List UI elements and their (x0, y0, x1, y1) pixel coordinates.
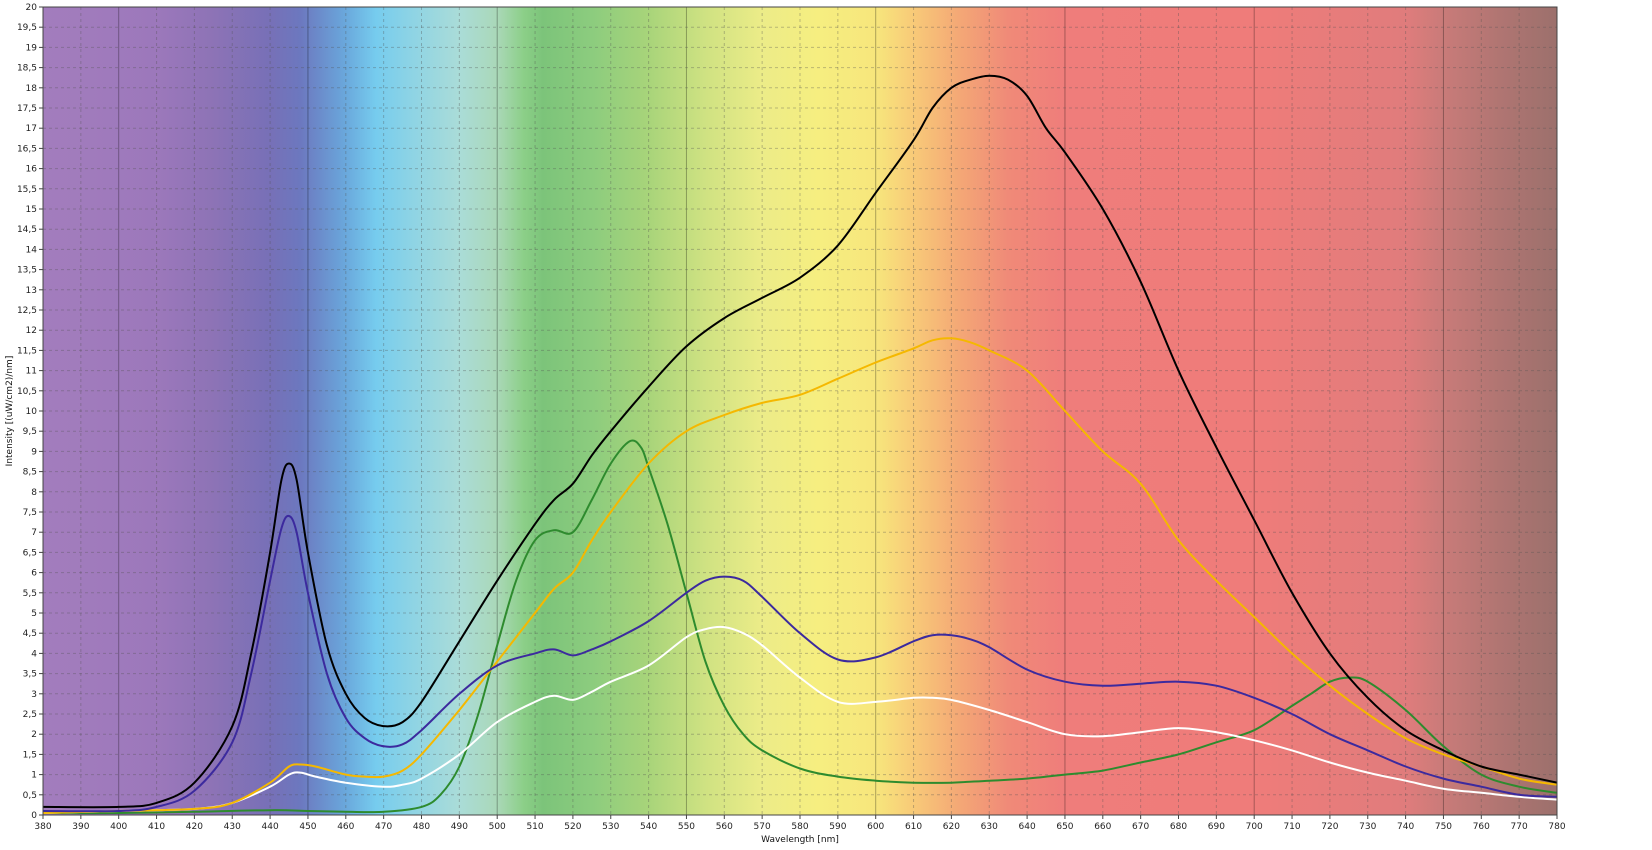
y-tick-label: 11,5 (17, 346, 37, 356)
x-tick-label: 420 (186, 822, 203, 832)
y-axis-title: Intensity [(uW/cm2)/nm] (5, 356, 15, 467)
y-tick-label: 2,5 (23, 710, 37, 720)
x-tick-label: 680 (1170, 822, 1187, 832)
y-tick-label: 0 (31, 811, 37, 821)
y-tick-label: 4 (31, 649, 37, 659)
x-tick-label: 770 (1511, 822, 1528, 832)
x-tick-label: 590 (829, 822, 846, 832)
y-tick-label: 9,5 (23, 427, 37, 437)
y-tick-label: 12 (26, 326, 37, 336)
x-tick-label: 430 (224, 822, 241, 832)
x-tick-label: 500 (489, 822, 506, 832)
x-tick-label: 660 (1094, 822, 1111, 832)
series-line-0 (43, 74, 1557, 809)
x-tick-label: 670 (1132, 822, 1149, 832)
x-tick-label: 700 (1246, 822, 1263, 832)
x-tick-label: 690 (1208, 822, 1225, 832)
y-tick-label: 16 (26, 165, 38, 175)
x-tick-label: 780 (1548, 822, 1565, 832)
y-tick-label: 7,5 (23, 508, 37, 518)
y-tick-label: 0,5 (23, 791, 37, 801)
y-tick-label: 15,5 (17, 185, 37, 195)
y-tick-label: 9 (31, 447, 37, 457)
series-line-4 (43, 439, 1557, 815)
spectrum-background (43, 7, 1557, 815)
y-tick-label: 3,5 (23, 670, 37, 680)
y-tick-label: 6,5 (23, 548, 37, 558)
x-tick-label: 400 (110, 822, 127, 832)
y-tick-label: 15 (26, 205, 37, 215)
x-tick-label: 750 (1435, 822, 1452, 832)
y-tick-label: 17 (26, 124, 37, 134)
y-tick-label: 2 (31, 730, 37, 740)
y-tick-label: 1,5 (23, 750, 37, 760)
y-tick-label: 14,5 (17, 225, 37, 235)
y-tick-label: 18 (26, 84, 38, 94)
y-tick-label: 5 (31, 609, 37, 619)
y-tick-label: 10,5 (17, 387, 37, 397)
x-tick-label: 390 (72, 822, 89, 832)
y-tick-label: 3 (31, 690, 37, 700)
y-tick-label: 12,5 (17, 306, 37, 316)
x-axis-title: Wavelength [nm] (761, 835, 839, 845)
x-tick-label: 440 (262, 822, 279, 832)
y-tick-label: 14 (26, 245, 38, 255)
x-tick-label: 460 (337, 822, 354, 832)
x-tick-label: 630 (981, 822, 998, 832)
y-tick-label: 8,5 (23, 468, 37, 478)
x-tick-label: 480 (413, 822, 430, 832)
y-tick-label: 7 (31, 528, 37, 538)
y-axis-ticks: 00,511,522,533,544,555,566,577,588,599,5… (17, 3, 43, 821)
series-group (43, 74, 1557, 815)
x-tick-label: 490 (451, 822, 468, 832)
x-tick-label: 530 (602, 822, 619, 832)
x-tick-label: 540 (640, 822, 657, 832)
series-line-2 (43, 337, 1557, 814)
y-tick-label: 17,5 (17, 104, 37, 114)
y-tick-label: 19,5 (17, 23, 37, 33)
grid (42, 6, 1558, 816)
series-line-1 (43, 514, 1557, 813)
y-tick-label: 5,5 (23, 589, 37, 599)
x-tick-label: 470 (375, 822, 392, 832)
y-tick-label: 20 (26, 3, 38, 13)
x-tick-label: 520 (564, 822, 581, 832)
x-tick-label: 410 (148, 822, 165, 832)
y-tick-label: 13 (26, 286, 37, 296)
x-tick-label: 730 (1359, 822, 1376, 832)
x-tick-label: 640 (1019, 822, 1036, 832)
series-line-3 (43, 625, 1557, 814)
x-tick-label: 710 (1283, 822, 1300, 832)
x-tick-label: 380 (34, 822, 51, 832)
x-tick-label: 620 (943, 822, 960, 832)
x-tick-label: 610 (905, 822, 922, 832)
x-tick-label: 450 (299, 822, 316, 832)
x-axis-ticks: 380 390 400 410 420 430 440 450 460 470 480 490 500 5… (34, 815, 1566, 832)
x-tick-label: 720 (1321, 822, 1338, 832)
y-tick-label: 1 (31, 771, 37, 781)
x-tick-label: 600 (867, 822, 884, 832)
y-tick-label: 10 (26, 407, 38, 417)
x-tick-label: 510 (526, 822, 543, 832)
x-tick-label: 650 (1056, 822, 1073, 832)
y-tick-label: 4,5 (23, 629, 37, 639)
x-tick-label: 570 (754, 822, 771, 832)
y-tick-label: 8 (31, 488, 37, 498)
x-tick-label: 740 (1397, 822, 1414, 832)
x-tick-label: 550 (678, 822, 695, 832)
y-tick-label: 18,5 (17, 64, 37, 74)
x-tick-label: 560 (716, 822, 733, 832)
y-tick-label: 6 (31, 569, 37, 579)
y-tick-label: 19 (26, 43, 38, 53)
y-tick-label: 13,5 (17, 266, 37, 276)
x-tick-label: 760 (1473, 822, 1490, 832)
y-tick-label: 16,5 (17, 144, 37, 154)
x-tick-label: 580 (791, 822, 808, 832)
y-tick-label: 11 (26, 367, 37, 377)
